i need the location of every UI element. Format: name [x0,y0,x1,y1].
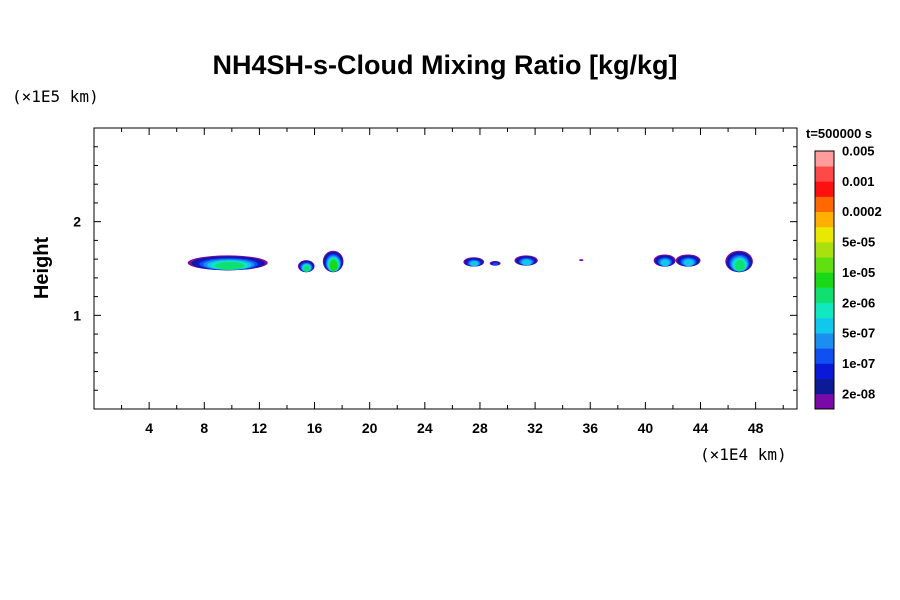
colorbar-label: 2e-08 [842,386,875,401]
time-label: t=500000 s [806,126,872,141]
colorbar-label: 5e-05 [842,235,875,250]
cloud-region [187,255,268,271]
cloud-contour [470,261,479,267]
colorbar-label: 1e-05 [842,265,875,280]
cloud-region [725,250,753,273]
x-tick-label: 48 [748,420,764,436]
cloud-region [322,250,344,273]
chart-title: NH4SH-s-Cloud Mixing Ratio [kg/kg] [213,50,678,80]
x-axis: 4 8 12 16 20 24 28 32 36 40 44 48 [93,128,784,436]
x-tick-label: 16 [307,420,323,436]
colorbar-segment [815,348,834,364]
y-tick-label: 1 [73,307,81,323]
cloud-field [187,250,753,273]
colorbar-segment [815,181,834,197]
x-tick-label: 24 [417,420,433,436]
cloud-contour [329,260,338,272]
plot-frame [93,127,798,410]
colorbar-segment [815,378,834,395]
colorbar-segment [815,393,834,410]
colorbar-segment [815,302,834,319]
cloud-contour [215,261,245,270]
colorbar: 2e-08 1e-07 5e-07 2e-06 1e-05 5e-05 0.0002 0.00… [814,144,882,410]
colorbar-frame [814,150,835,410]
y-axis-label: Height [31,237,53,300]
cloud-contour [579,259,584,262]
colorbar-label: 0.005 [842,144,875,159]
cloud-contour [492,262,498,266]
colorbar-label: 1e-07 [842,356,875,371]
colorbar-segment [815,166,834,182]
cloud-region [298,260,315,273]
x-tick-label: 40 [638,420,654,436]
colorbar-segment [815,287,834,304]
colorbar-segment [815,363,834,379]
cloud-region [514,255,538,266]
colorbar-segment [815,333,834,349]
x-tick-label: 12 [252,420,268,436]
y-unit-label: (×1E5 km) [12,87,99,106]
colorbar-label: 2e-06 [842,295,875,310]
x-tick-label: 36 [582,420,598,436]
cloud-region [675,254,701,267]
colorbar-segment [815,317,834,334]
colorbar-segment [815,211,834,228]
colorbar-segment [815,196,834,213]
cloud-region [579,259,584,262]
colorbar-label: 5e-07 [842,326,875,341]
colorbar-segment [815,226,834,243]
x-tick-label: 28 [472,420,488,436]
x-tick-label: 32 [527,420,543,436]
cloud-contour [303,265,310,272]
x-unit-label: (×1E4 km) [700,445,787,464]
y-axis: 12 [73,146,797,391]
x-tick-label: 20 [362,420,378,436]
cloud-contour [522,259,532,266]
x-tick-label: 4 [145,420,153,436]
cloud-region [463,257,485,267]
colorbar-segment [815,257,834,273]
colorbar-label: 0.0002 [842,204,882,219]
colorbar-label: 0.001 [842,174,875,189]
cloud-region [489,261,501,266]
x-tick-label: 8 [200,420,208,436]
cloud-contour [660,259,670,267]
x-tick-label: 44 [693,420,709,436]
colorbar-segment [815,272,834,288]
colorbar-segment [815,242,834,258]
cloud-contour [734,260,745,272]
cloud-contour [683,259,694,267]
y-tick-label: 2 [73,214,81,230]
cloud-region [653,254,676,267]
colorbar-segment [815,151,834,167]
